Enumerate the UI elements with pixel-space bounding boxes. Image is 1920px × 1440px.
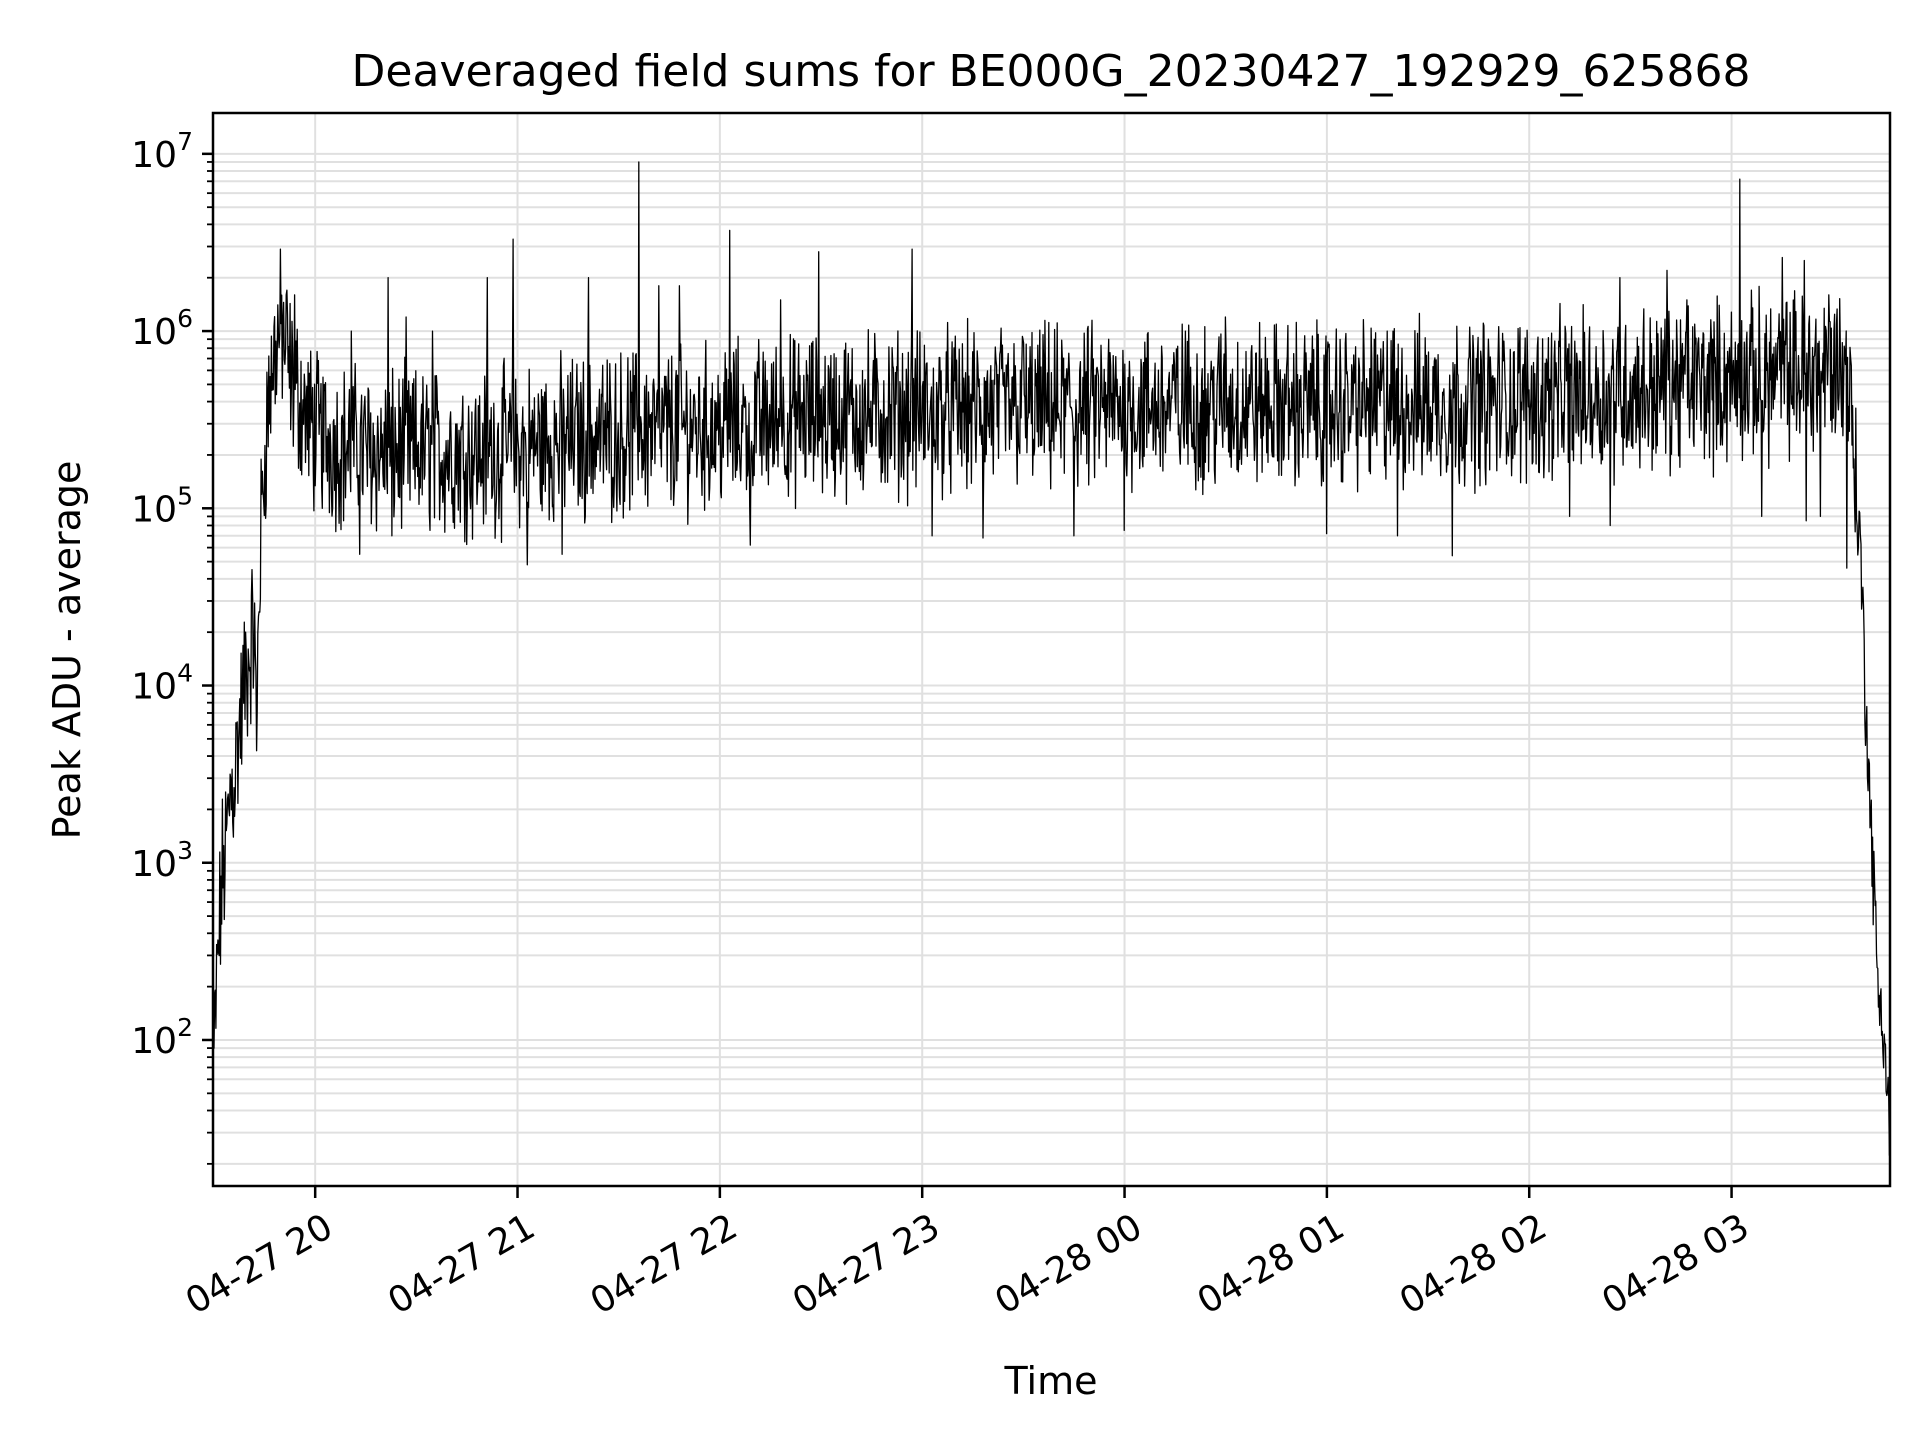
x-tick-label: 04-28 02 bbox=[1393, 1206, 1554, 1322]
x-tick-label: 04-28 01 bbox=[1191, 1206, 1352, 1322]
y-tick-label: 105 bbox=[131, 481, 193, 530]
chart-title: Deaveraged field sums for BE000G_2023042… bbox=[352, 46, 1751, 97]
x-tick-label: 04-27 23 bbox=[786, 1206, 947, 1322]
plot-frame bbox=[211, 111, 1892, 1188]
x-tick-label: 04-27 21 bbox=[381, 1206, 542, 1322]
grid-layer bbox=[213, 113, 1890, 1186]
series-line bbox=[213, 161, 1891, 1156]
y-tick-label: 103 bbox=[131, 836, 193, 885]
x-tick-label: 04-28 00 bbox=[988, 1206, 1149, 1322]
y-tick-label: 102 bbox=[131, 1013, 193, 1062]
series-layer bbox=[213, 161, 1891, 1156]
x-tick-label: 04-27 22 bbox=[584, 1206, 745, 1322]
y-tick-label: 107 bbox=[131, 127, 193, 176]
y-tick-label: 106 bbox=[131, 304, 193, 353]
x-axis-label: Time bbox=[1004, 1359, 1098, 1403]
y-tick-label: 104 bbox=[131, 659, 193, 708]
x-tick-label: 04-28 03 bbox=[1595, 1206, 1756, 1322]
y-axis-label: Peak ADU - average bbox=[45, 461, 89, 840]
x-tick-label: 04-27 20 bbox=[179, 1206, 340, 1322]
